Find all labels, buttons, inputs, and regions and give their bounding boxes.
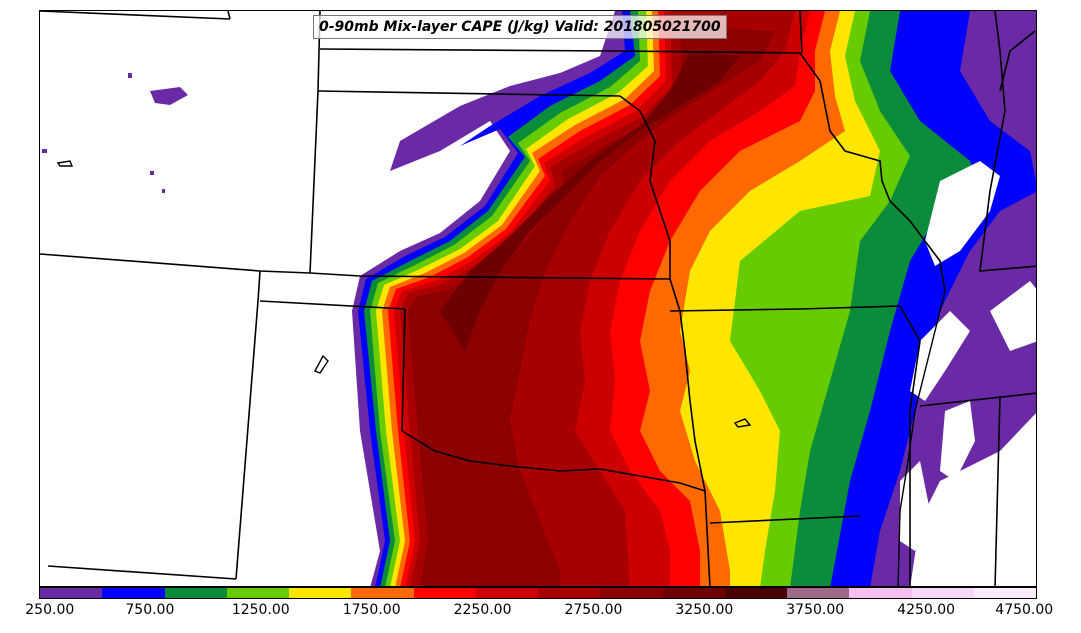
speck-4: [150, 171, 154, 175]
colorbar-tick-label: 250.00: [25, 602, 75, 618]
boundary-ok-north: [401, 430, 706, 492]
colorbar-tick-label: 1750.00: [342, 602, 401, 618]
colorbar-tick-label: 3750.00: [786, 602, 845, 618]
west-specks: [42, 73, 188, 193]
colorbar-segment: [226, 588, 289, 598]
patch-5: [990, 281, 1036, 351]
boundary-ms-line: [899, 305, 921, 586]
colorbar-tick-label: 4750.00: [995, 602, 1054, 618]
colorbar-tick-label: 2250.00: [453, 602, 512, 618]
boundary-sd-south: [317, 90, 621, 97]
lake-outline-1: [56, 160, 74, 167]
boundary-co-south: [47, 565, 237, 580]
boundary-top-west: [40, 11, 231, 20]
boundary-n1: [227, 11, 231, 20]
colorbar-segment: [724, 588, 787, 598]
boundary-ks-ne: [259, 300, 406, 310]
cape-band-darkred4: [440, 51, 740, 351]
colorbar-segment: [849, 588, 912, 598]
boundary-ne-west: [309, 90, 319, 274]
patch-3: [940, 401, 975, 481]
colorbar-segment: [973, 588, 1036, 598]
speck-1: [150, 87, 188, 105]
colorbar-segment: [787, 588, 850, 598]
boundary-wy-south: [40, 253, 311, 274]
colorbar-segment: [475, 588, 538, 598]
patch-2: [910, 311, 970, 401]
lake-outline-3: [733, 418, 752, 428]
speck-3: [42, 149, 47, 153]
boundary-ga: [999, 30, 1036, 92]
speck-2: [128, 73, 132, 78]
colorbar-tick-label: 1250.00: [231, 602, 290, 618]
colorbar-tick-label: 3250.00: [675, 602, 734, 618]
cape-band-darkred3: [408, 26, 775, 586]
boundary-mo-ar: [669, 305, 901, 312]
colorbar-tick-label: 2750.00: [564, 602, 623, 618]
colorbar-segment: [662, 588, 725, 598]
colorbar-segment: [164, 588, 227, 598]
colorbar-segment: [911, 588, 974, 598]
colorbar-segment: [413, 588, 476, 598]
boundary-co-north: [309, 272, 671, 280]
boundary-il-in: [979, 11, 1036, 272]
map-title: 0-90mb Mix-layer CAPE (J/kg) Valid: 2018…: [313, 15, 727, 39]
colorbar: [39, 587, 1037, 599]
boundary-mn-east: [799, 11, 803, 54]
river-mississippi: [897, 290, 946, 586]
state-boundaries: [40, 11, 1036, 586]
colorbar-segment: [40, 588, 103, 598]
colorbar-segment: [102, 588, 165, 598]
boundary-co-east: [235, 270, 261, 580]
boundary-ar-south: [709, 515, 861, 524]
map-panel: [39, 10, 1037, 587]
patch-4: [900, 461, 930, 551]
colorbar-tick-label: 750.00: [125, 602, 175, 618]
hydro-lines: [56, 160, 946, 586]
colorbar-segment: [538, 588, 601, 598]
speck-5: [162, 189, 165, 193]
boundary-ks-east: [619, 95, 711, 586]
boundary-ok-panhandle: [401, 308, 406, 432]
colorbar-segment: [289, 588, 352, 598]
lake-outline-2: [314, 354, 329, 374]
patch-1: [925, 161, 1000, 266]
low-cape-patches: [900, 161, 1036, 551]
cape-map: [40, 11, 1036, 586]
boundary-sd-top: [319, 48, 616, 52]
colorbar-segment: [600, 588, 663, 598]
boundary-al: [994, 395, 1001, 586]
colorbar-tick-label: 4250.00: [897, 602, 956, 618]
colorbar-segment: [351, 588, 414, 598]
boundary-ia-north: [614, 50, 946, 292]
cape-field: [352, 11, 1036, 586]
boundary-tn-north: [919, 392, 1036, 407]
